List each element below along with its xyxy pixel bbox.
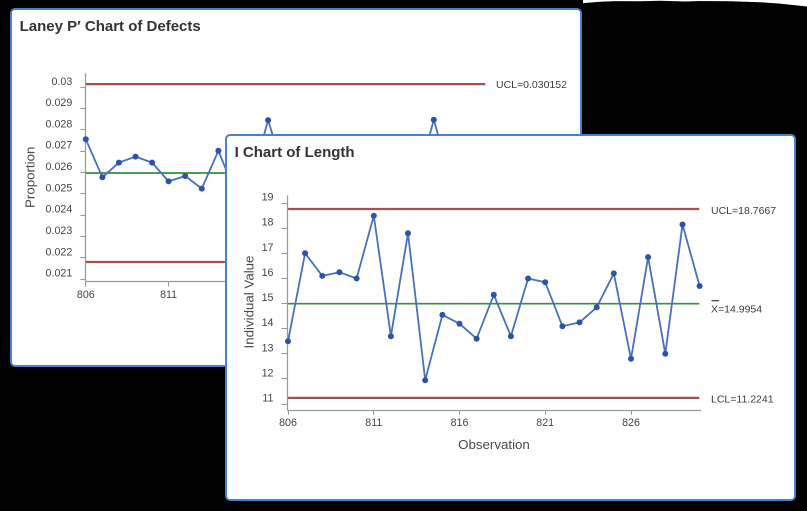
svg-text:UCL=0.030152: UCL=0.030152 xyxy=(496,79,567,91)
svg-text:16: 16 xyxy=(262,266,274,278)
svg-text:0.026: 0.026 xyxy=(46,161,73,173)
svg-text:Individual Value: Individual Value xyxy=(242,255,257,348)
svg-text:0.023: 0.023 xyxy=(46,225,73,237)
svg-text:LCL=11.2241: LCL=11.2241 xyxy=(711,393,774,405)
svg-text:0.028: 0.028 xyxy=(46,118,73,130)
svg-text:14: 14 xyxy=(262,317,274,329)
svg-text:821: 821 xyxy=(536,417,554,429)
svg-text:19: 19 xyxy=(262,191,274,203)
svg-text:Observation: Observation xyxy=(458,437,530,452)
svg-text:0.022: 0.022 xyxy=(46,246,73,258)
svg-text:0.027: 0.027 xyxy=(46,139,73,151)
svg-text:806: 806 xyxy=(279,417,297,429)
svg-text:17: 17 xyxy=(262,241,274,253)
svg-text:0.03: 0.03 xyxy=(51,75,72,87)
svg-text:12: 12 xyxy=(262,367,274,379)
svg-text:811: 811 xyxy=(365,417,382,429)
svg-text:Proportion: Proportion xyxy=(22,146,37,207)
svg-text:UCL=18.7667: UCL=18.7667 xyxy=(711,205,776,217)
svg-text:13: 13 xyxy=(262,342,274,354)
svg-text:0.029: 0.029 xyxy=(46,97,73,109)
svg-text:826: 826 xyxy=(622,417,640,429)
svg-text:18: 18 xyxy=(262,216,274,228)
svg-text:0.021: 0.021 xyxy=(46,267,73,279)
svg-text:0.025: 0.025 xyxy=(46,182,73,194)
svg-text:15: 15 xyxy=(262,292,274,304)
svg-text:816: 816 xyxy=(451,417,469,429)
svg-text:806: 806 xyxy=(77,289,95,301)
svg-text:X=14.9954: X=14.9954 xyxy=(711,303,762,315)
svg-text:0.024: 0.024 xyxy=(46,203,73,215)
svg-text:11: 11 xyxy=(262,392,273,404)
svg-text:811: 811 xyxy=(160,289,177,301)
